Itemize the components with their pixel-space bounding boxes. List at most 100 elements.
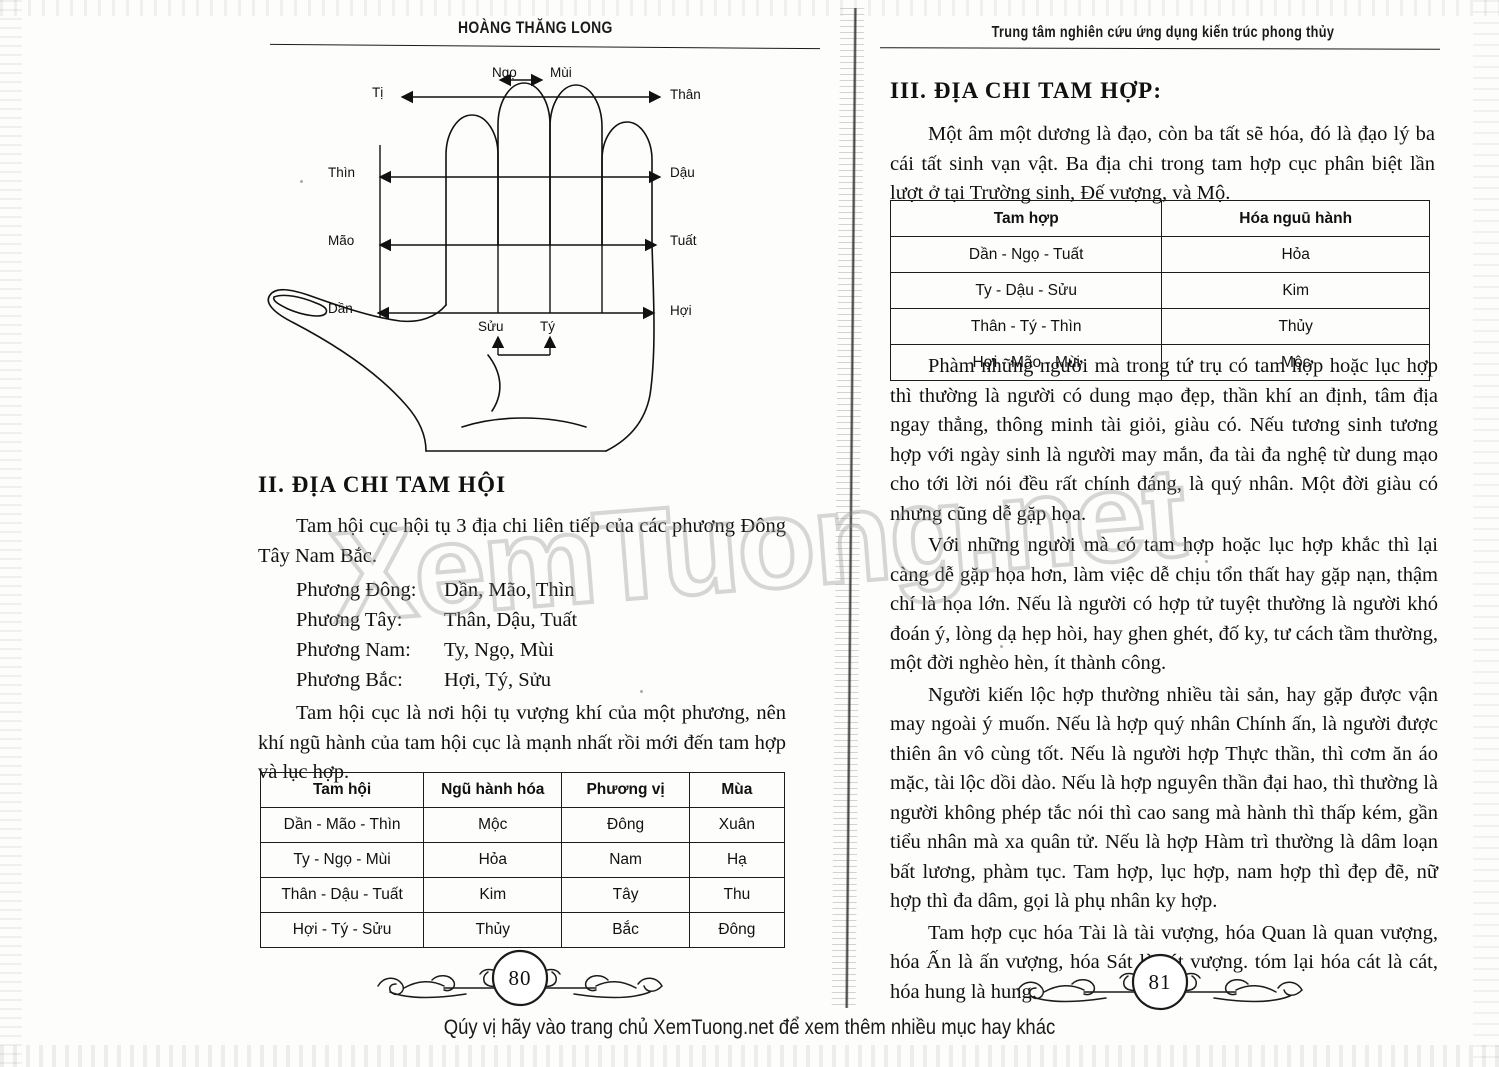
body-paragraph-4: Tam hợp cục hóa Tài là tài vượng, hóa Qu…: [890, 921, 1438, 1003]
direction-row-south: Phương Nam: Ty, Ngọ, Mùi: [258, 635, 786, 665]
table-row: Thân - Dậu - Tuất Kim Tây Thu: [259, 877, 786, 913]
hand-label-ty: Tý: [540, 319, 555, 334]
table-row: Hợi - Mão - Mùi Mộc: [889, 344, 1430, 381]
direction-value-west: Thân, Dậu, Tuất: [444, 609, 578, 631]
site-footer: Qúy vị hãy vào trang chủ XemTuong.net để…: [0, 1016, 1499, 1040]
direction-label-west: Phương Tây:: [296, 609, 403, 631]
hand-label-thin: Thìn: [328, 165, 356, 180]
hand-diagram-svg: [267, 73, 662, 452]
cell: Ty - Ngọ - Mùi: [259, 842, 425, 878]
right-header-rule: [879, 47, 1441, 50]
table-row: Ty - Dậu - Sửu Kim: [889, 272, 1430, 309]
th-ngu-hanh-hoa: Ngũ hành hóa: [423, 772, 563, 808]
hand-label-hoi: Hợi: [670, 303, 692, 318]
direction-value-south: Ty, Ngọ, Mùi: [444, 639, 554, 661]
scan-speck: [1000, 645, 1003, 648]
hand-label-mao: Mão: [328, 233, 355, 248]
section-iii-intro: Một âm một dương là đạo, còn ba tất sẽ h…: [890, 123, 1435, 204]
direction-list: Phương Đông: Dần, Mão, Thìn Phương Tây: Th…: [258, 575, 786, 695]
cell: Kim: [423, 877, 563, 913]
cell: Thân - Dậu - Tuất: [259, 877, 425, 913]
hand-label-dau: Dậu: [670, 165, 695, 180]
direction-value-east: Dần, Mão, Thìn: [444, 579, 575, 601]
table-row: Ty - Ngọ - Mùi Hỏa Nam Hạ: [259, 842, 786, 878]
cell: Nam: [561, 842, 690, 878]
table-row: Dần - Ngọ - Tuất Hỏa: [889, 236, 1430, 273]
hand-label-tuat: Tuất: [670, 233, 697, 248]
hand-diagram: Ngọ Mùi Tị Thân Thìn Dậu Mão Tuất Dần Hợ…: [250, 55, 820, 460]
left-header-text: HOÀNG THĂNG LONG: [457, 18, 613, 37]
cell: Xuân: [688, 807, 786, 843]
hand-label-suu: Sửu: [478, 319, 504, 334]
hand-label-dan: Dần: [328, 301, 353, 316]
section-ii-intro: Tam hội cục hội tụ 3 địa chi liên tiếp c…: [258, 515, 786, 567]
cell: Ty - Dậu - Sửu: [889, 272, 1163, 309]
right-running-header: Trung tâm nghiên cứu ứng dụng kiến trúc …: [880, 24, 1445, 42]
cell: Kim: [1161, 272, 1430, 309]
right-page: Trung tâm nghiên cứu ứng dụng kiến trúc …: [879, 0, 1445, 1010]
table-header-row: Tam hợp Hóa nguū hành: [889, 200, 1430, 237]
scan-speck: [1205, 560, 1208, 563]
cell: Đông: [561, 807, 690, 843]
hand-label-mui: Mùi: [550, 65, 572, 80]
cell: Mộc: [423, 807, 563, 843]
table-row: Hợi - Tý - Sửu Thủy Bắc Đông: [259, 912, 786, 948]
table-header-row: Tam hội Ngũ hành hóa Phương vị Mùa: [259, 772, 786, 808]
cell: Đông: [688, 912, 786, 948]
section-ii-heading: II. ĐỊA CHI TAM HỘI: [258, 472, 507, 497]
left-folio-number: 80: [508, 965, 532, 990]
right-header-text: Trung tâm nghiên cứu ứng dụng kiến trúc …: [991, 24, 1334, 41]
left-page: HOÀNG THĂNG LONG: [250, 0, 820, 1010]
direction-row-north: Phương Bắc: Hợi, Tý, Sửu: [258, 665, 786, 695]
direction-label-east: Phương Đông:: [296, 579, 417, 601]
cell: Bắc: [561, 912, 690, 948]
tam-hoi-table: Tam hội Ngũ hành hóa Phương vị Mùa Dần -…: [259, 772, 786, 948]
tam-hop-table: Tam hợp Hóa nguū hành Dần - Ngọ - Tuất H…: [889, 200, 1430, 381]
right-folio-number: 81: [1148, 969, 1172, 994]
th-mua: Mùa: [688, 772, 786, 808]
direction-label-south: Phương Nam:: [296, 639, 411, 661]
folio-ornament-left: [377, 949, 663, 1007]
cell: Hợi - Tý - Sửu: [259, 912, 425, 948]
body-paragraph-1: Phàm những người mà trong tứ trụ có tam …: [890, 355, 1438, 525]
table-row: Thân - Tý - Thìn Thủy: [889, 308, 1430, 345]
th-hoa-ngu-hanh: Hóa nguū hành: [1161, 200, 1430, 237]
right-page-body: Phàm những người mà trong tứ trụ có tam …: [890, 352, 1438, 1007]
folio-ornament-right: [1017, 953, 1303, 1011]
cell: Thủy: [1161, 308, 1430, 345]
direction-row-east: Phương Đông: Dần, Mão, Thìn: [258, 575, 786, 605]
direction-row-west: Phương Tây: Thân, Dậu, Tuất: [258, 605, 786, 635]
body-paragraph-2: Với những người mà có tam hợp hoặc lục h…: [890, 534, 1438, 674]
hand-label-ti: Tị: [372, 85, 384, 100]
hand-label-than: Thân: [670, 87, 701, 102]
cell: Dần - Ngọ - Tuất: [889, 236, 1163, 273]
th-phuong-vi: Phương vị: [561, 772, 690, 808]
right-page-folio: 81: [1010, 950, 1310, 1014]
scan-speck: [300, 180, 303, 183]
cell: Thu: [688, 877, 786, 913]
cell: Tây: [561, 877, 690, 913]
cell: Thủy: [423, 912, 563, 948]
cell: Thân - Tý - Thìn: [889, 308, 1163, 345]
cell: Hợi - Mão - Mùi: [889, 344, 1163, 381]
left-header-rule: [270, 43, 820, 50]
direction-label-north: Phương Bắc:: [296, 669, 403, 691]
cell: Dần - Mão - Thìn: [259, 807, 425, 843]
site-footer-text: Qúy vị hãy vào trang chủ XemTuong.net để…: [443, 1016, 1056, 1039]
scan-speck: [640, 690, 643, 693]
scan-speck: [1360, 140, 1363, 143]
th-tam-hop: Tam hợp: [889, 200, 1163, 237]
section-iii-heading: III. ĐỊA CHI TAM HỢP:: [890, 78, 1163, 103]
body-paragraph-3: Người kiến lộc hợp thường nhiều tài sản,…: [890, 683, 1439, 913]
left-running-header: HOÀNG THĂNG LONG: [250, 18, 820, 38]
hand-label-ngo: Ngọ: [492, 65, 517, 80]
cell: Hỏa: [423, 842, 563, 878]
table-row: Dần - Mão - Thìn Mộc Đông Xuân: [259, 807, 786, 843]
left-page-folio: 80: [370, 946, 670, 1010]
cell: Hạ: [688, 842, 786, 878]
cell: Hỏa: [1161, 236, 1430, 273]
cell: Mộc: [1161, 344, 1430, 381]
direction-value-north: Hợi, Tý, Sửu: [444, 669, 552, 691]
th-tam-hoi: Tam hội: [259, 772, 425, 808]
